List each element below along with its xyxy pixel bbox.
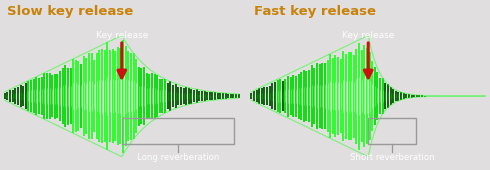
Text: Short reverberation: Short reverberation — [350, 153, 435, 162]
Text: Key release: Key release — [342, 31, 394, 40]
Bar — [122, 118, 234, 144]
Text: Long reverberation: Long reverberation — [137, 153, 219, 162]
Text: Key release: Key release — [96, 31, 148, 40]
Bar — [368, 118, 416, 144]
Text: Fast key release: Fast key release — [254, 5, 376, 18]
Text: Slow key release: Slow key release — [7, 5, 133, 18]
